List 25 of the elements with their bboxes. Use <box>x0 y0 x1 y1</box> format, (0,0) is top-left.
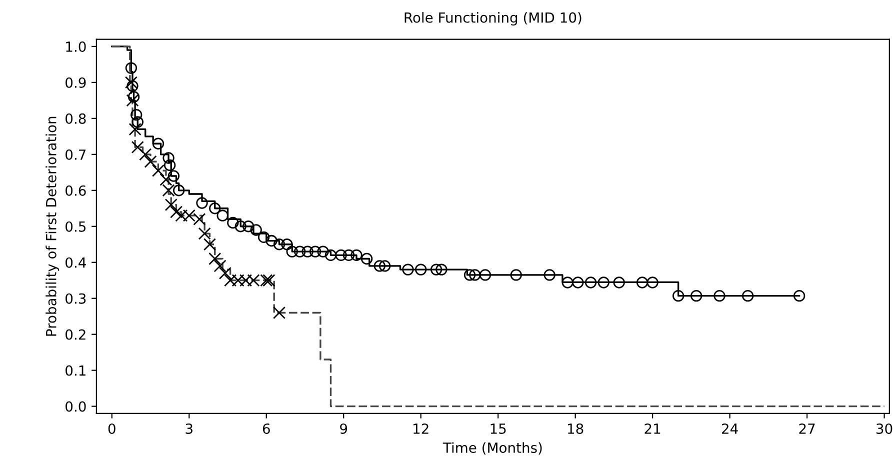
y-tick-label: 0.3 <box>66 293 86 304</box>
y-tick-label: 0.4 <box>66 257 86 268</box>
y-tick-label: 0.1 <box>66 365 86 376</box>
y-tick-label: 0.2 <box>66 329 86 340</box>
x-tick-label: 18 <box>568 423 584 434</box>
x-tick-label: 21 <box>644 423 660 434</box>
x-tick-label: 0 <box>108 423 116 434</box>
y-axis-title: Probability of First Deterioration <box>46 116 60 336</box>
chart-title: Role Functioning (MID 10) <box>404 12 582 26</box>
x-tick-label: 9 <box>340 423 348 434</box>
x-tick-label: 12 <box>414 423 428 434</box>
x-tick-label: 30 <box>876 423 892 434</box>
x-tick-label: 24 <box>722 423 738 434</box>
y-tick-label: 0.7 <box>66 149 86 160</box>
x-axis-title: Time (Months) <box>442 442 542 455</box>
x-tick-label: 27 <box>799 423 815 434</box>
x-tick-label: 3 <box>186 423 192 434</box>
y-tick-label: 0.6 <box>66 185 86 196</box>
y-tick-label: 0.8 <box>66 113 86 124</box>
y-tick-label: 0.0 <box>66 401 86 412</box>
x-tick-label: 15 <box>490 424 506 434</box>
y-tick-label: 1.0 <box>66 41 86 52</box>
y-tick-label: 0.5 <box>66 221 86 232</box>
x-tick-label: 6 <box>262 423 270 434</box>
y-tick-label: 0.9 <box>66 77 86 88</box>
